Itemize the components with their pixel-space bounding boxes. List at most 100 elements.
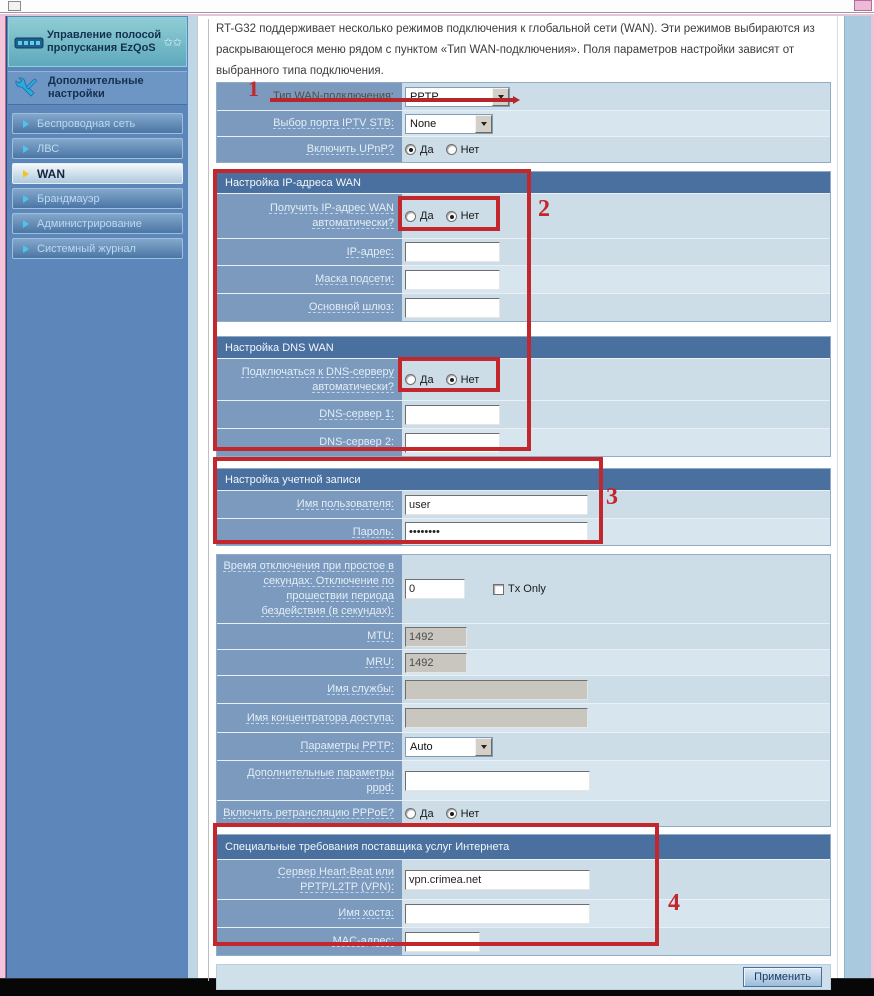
radio-no[interactable] <box>445 144 457 155</box>
ip-auto-label[interactable]: Получить IP-адрес WAN автоматически? <box>269 202 394 229</box>
radio-no[interactable] <box>445 808 457 819</box>
section-header: Специальные требования поставщика услуг … <box>217 835 830 859</box>
password-label[interactable]: Пароль: <box>352 525 394 538</box>
sidebar-item-wan[interactable]: WAN <box>12 163 183 184</box>
subnet-mask-label[interactable]: Маска подсети: <box>315 273 394 285</box>
service-name-input[interactable] <box>405 679 588 700</box>
table-row: MTU: <box>217 623 830 649</box>
access-concentrator-input[interactable] <box>405 708 588 728</box>
pptp-options-select[interactable]: Auto <box>405 736 493 757</box>
arrow-right-icon <box>23 144 29 153</box>
scrollbar-track[interactable] <box>844 16 871 978</box>
sidebar-item-label: Управление полосой пропускания EzQoS <box>47 29 162 54</box>
idle-timeout-input[interactable] <box>405 579 465 599</box>
mru-input[interactable] <box>405 652 467 673</box>
sidebar-item-system-log[interactable]: Системный журнал <box>12 238 183 259</box>
ip-address-input[interactable] <box>405 242 500 262</box>
iptv-port-select[interactable]: None <box>405 113 493 134</box>
page-top-border <box>0 14 874 16</box>
ip-auto-radio-group: Да Нет <box>405 210 487 222</box>
username-label[interactable]: Имя пользователя: <box>296 498 394 510</box>
table-row: Подключаться к DNS-серверу автоматически… <box>217 358 830 400</box>
password-input[interactable] <box>405 522 588 542</box>
radio-yes[interactable] <box>405 808 416 819</box>
table-row: DNS-сервер 2: <box>217 428 830 456</box>
sidebar-edge-strip <box>188 16 197 978</box>
account-section-table: Настройка учетной записи Имя пользовател… <box>216 468 831 546</box>
apply-button[interactable]: Применить <box>743 967 822 987</box>
upnp-radio-group: Да Нет <box>405 144 487 156</box>
dns2-label[interactable]: DNS-сервер 2: <box>319 436 394 448</box>
radio-yes[interactable] <box>405 374 416 385</box>
tx-only-checkbox[interactable] <box>493 583 504 595</box>
sidebar-item-wireless[interactable]: Беспроводная сеть <box>12 113 183 134</box>
general-settings-table: Тип WAN-подключения: PPTP Выбор порта IP… <box>216 82 831 163</box>
dns1-input[interactable] <box>405 404 500 425</box>
sidebar-item-advanced-settings[interactable]: Дополнительные настройки <box>8 71 187 105</box>
arrow-right-icon <box>23 244 29 253</box>
main-content: RT-G32 поддерживает несколько режимов по… <box>197 16 838 990</box>
table-row: DNS-сервер 1: <box>217 400 830 428</box>
table-row: Сервер Heart-Beat или PPTP/L2TP (VPN): <box>217 859 830 899</box>
upnp-label[interactable]: Включить UPnP? <box>306 143 394 155</box>
gateway-label[interactable]: Основной шлюз: <box>308 301 394 313</box>
dns-auto-label[interactable]: Подключаться к DNS-серверу автоматически… <box>241 365 394 393</box>
access-concentrator-label[interactable]: Имя концентратора доступа: <box>246 711 394 724</box>
subnet-mask-input[interactable] <box>405 269 500 290</box>
chevron-down-icon <box>475 114 492 133</box>
dns1-label[interactable]: DNS-сервер 1: <box>319 408 394 420</box>
table-row: Основной шлюз: <box>217 293 830 321</box>
radio-no[interactable] <box>445 374 457 385</box>
wan-type-label: Тип WAN-подключения: <box>272 90 394 102</box>
ip-address-label[interactable]: IP-адрес: <box>346 245 394 258</box>
sidebar-item-label: Дополнительные настройки <box>48 75 144 100</box>
isp-section-table: Специальные требования поставщика услуг … <box>216 834 831 956</box>
radio-yes[interactable] <box>405 210 416 222</box>
dns2-input[interactable] <box>405 432 500 453</box>
pppd-options-label[interactable]: Дополнительные параметры pppd: <box>247 766 394 794</box>
gateway-input[interactable] <box>405 297 500 318</box>
page-left-border <box>0 16 6 978</box>
section-header: Настройка учетной записи <box>217 469 830 490</box>
table-row: IP-адрес: <box>217 238 830 265</box>
mtu-input[interactable] <box>405 626 467 647</box>
table-row: Имя службы: <box>217 675 830 703</box>
sidebar-item-lan[interactable]: ЛВС <box>12 138 183 159</box>
table-row: Маска подсети: <box>217 265 830 293</box>
section-header: Настройка IP-адреса WAN <box>217 172 830 193</box>
mtu-label[interactable]: MTU: <box>367 630 394 642</box>
sidebar-item-ezqos[interactable]: Управление полосой пропускания EzQoS ✩✩ <box>8 17 187 67</box>
page-right-border <box>871 16 874 978</box>
table-row: MRU: <box>217 649 830 675</box>
iptv-port-label[interactable]: Выбор порта IPTV STB: <box>273 117 394 129</box>
sidebar-item-administration[interactable]: Администрирование <box>12 213 183 234</box>
arrow-right-icon <box>23 169 29 178</box>
username-input[interactable] <box>405 494 588 515</box>
mac-address-input[interactable] <box>405 931 480 952</box>
sidebar: Управление полосой пропускания EzQoS ✩✩ … <box>6 16 188 978</box>
hostname-label[interactable]: Имя хоста: <box>338 907 394 919</box>
radio-yes[interactable] <box>405 144 416 155</box>
pptp-options-label[interactable]: Параметры PPTP: <box>300 740 394 752</box>
hostname-input[interactable] <box>405 903 590 924</box>
heartbeat-server-label[interactable]: Сервер Heart-Beat или PPTP/L2TP (VPN): <box>277 865 394 893</box>
wan-type-select[interactable]: PPTP <box>405 86 510 107</box>
mru-label[interactable]: MRU: <box>365 656 394 668</box>
pppoe-relay-label[interactable]: Включить ретрансляцию PPPoE? <box>223 807 394 819</box>
pppd-options-input[interactable] <box>405 770 590 791</box>
table-row: Пароль: <box>217 518 830 545</box>
wan-dns-section-table: Настройка DNS WAN Подключаться к DNS-сер… <box>216 336 831 457</box>
radio-no[interactable] <box>445 210 457 222</box>
mac-address-label[interactable]: MAC-адрес: <box>332 935 394 947</box>
sidebar-item-firewall[interactable]: Брандмауэр <box>12 188 183 209</box>
top-chrome-strip <box>0 0 874 13</box>
chrome-mini-box <box>8 1 21 11</box>
dns-auto-radio-group: Да Нет <box>405 374 487 386</box>
ppp-options-table: Время отключения при простое в секундах:… <box>216 554 831 827</box>
service-name-label[interactable]: Имя службы: <box>327 683 394 695</box>
table-row: Имя концентратора доступа: <box>217 703 830 732</box>
idle-timeout-label[interactable]: Время отключения при простое в секундах:… <box>223 560 394 617</box>
heartbeat-server-input[interactable] <box>405 869 590 890</box>
arrow-right-icon <box>23 219 29 228</box>
table-row: Тип WAN-подключения: PPTP <box>217 83 830 110</box>
